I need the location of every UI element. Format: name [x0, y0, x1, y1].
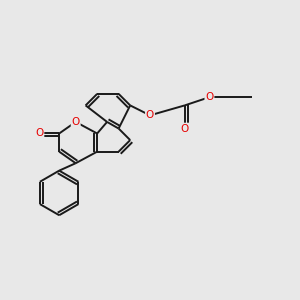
- Text: O: O: [72, 117, 80, 127]
- Text: O: O: [205, 92, 214, 102]
- Text: O: O: [35, 128, 44, 139]
- Text: O: O: [181, 124, 189, 134]
- Text: O: O: [146, 110, 154, 120]
